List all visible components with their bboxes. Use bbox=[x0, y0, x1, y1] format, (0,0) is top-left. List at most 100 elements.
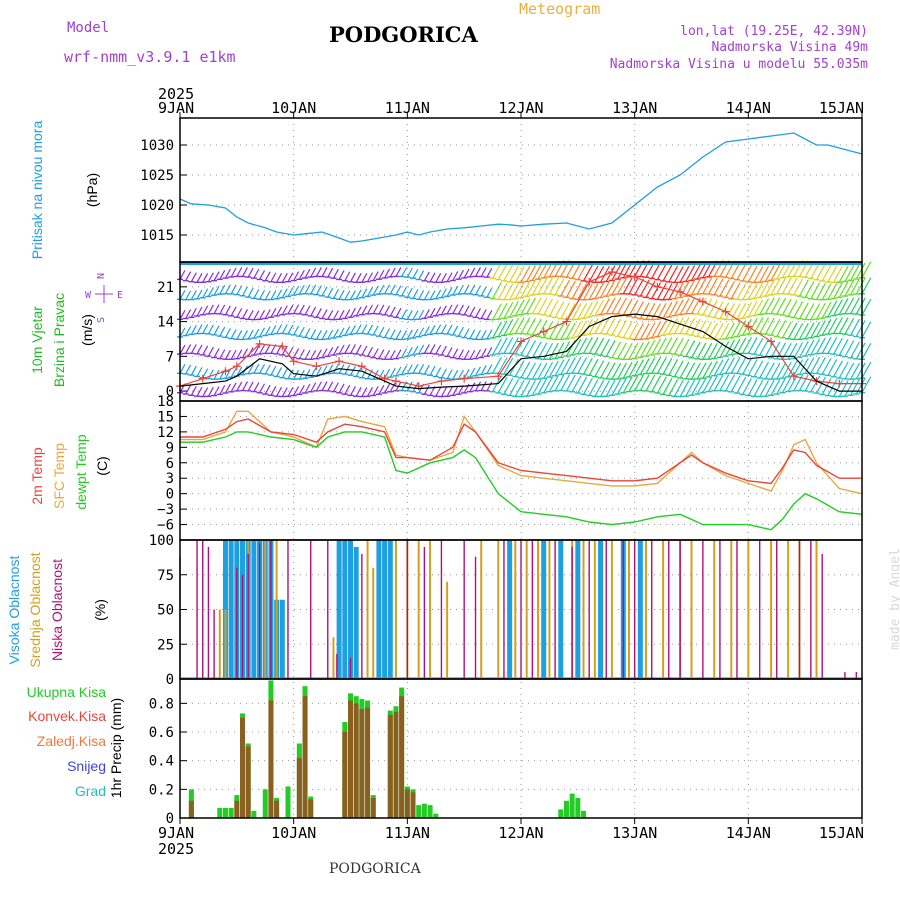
dewpoint-line bbox=[180, 431, 863, 531]
wind-barb bbox=[600, 317, 610, 334]
wind-barb bbox=[435, 273, 442, 283]
total-precip-bar bbox=[421, 803, 427, 818]
wind-barb bbox=[185, 326, 192, 336]
wind-barb bbox=[588, 379, 599, 396]
wind-barb bbox=[855, 262, 866, 280]
wind-barb bbox=[804, 374, 815, 392]
wind-barb bbox=[804, 322, 815, 340]
wind-barb bbox=[190, 385, 197, 396]
low-cloud-bar bbox=[202, 540, 204, 679]
wind-barb bbox=[793, 359, 804, 376]
wind-barb bbox=[770, 264, 781, 281]
wind-barb bbox=[781, 361, 792, 379]
low-cloud-bar bbox=[241, 574, 244, 679]
convective-precip-bar bbox=[274, 800, 280, 818]
precip-legend-item: Ukupna Kisa bbox=[27, 684, 107, 700]
wind-barb bbox=[736, 283, 747, 300]
wind-barb bbox=[634, 359, 644, 376]
wind-barb bbox=[662, 357, 673, 375]
wind-barb bbox=[719, 358, 730, 375]
wind-barb bbox=[833, 337, 843, 355]
wind-barb bbox=[446, 347, 453, 357]
wind-barb bbox=[622, 361, 633, 379]
y-tick-label: −3 bbox=[157, 502, 174, 518]
wind-barb bbox=[537, 277, 548, 295]
wind-barb bbox=[520, 317, 531, 334]
low-cloud-bar bbox=[554, 540, 556, 679]
wind-barb bbox=[628, 277, 639, 295]
wind-barb bbox=[418, 344, 425, 355]
wind-barb bbox=[827, 337, 838, 354]
wind-barb bbox=[816, 357, 826, 374]
wind-barb bbox=[355, 344, 362, 355]
wind-barb bbox=[833, 282, 843, 299]
wind-barb bbox=[554, 342, 565, 359]
wind-barb bbox=[412, 328, 419, 339]
wind-barb bbox=[344, 290, 351, 301]
wind-barb bbox=[509, 337, 519, 354]
wind-barb bbox=[560, 279, 571, 297]
wind-barb bbox=[480, 365, 487, 375]
total-precip-bar bbox=[433, 813, 439, 818]
wind-barb bbox=[548, 360, 559, 378]
wind-barb bbox=[696, 297, 707, 315]
wind-barb bbox=[378, 269, 385, 280]
mid-cloud-bar bbox=[417, 540, 420, 679]
wind-unit-label: (m/s) bbox=[79, 314, 95, 346]
y-tick-label: 0.6 bbox=[149, 725, 174, 741]
wind-barb bbox=[429, 325, 436, 335]
wind-barb bbox=[344, 326, 351, 336]
wind-barb bbox=[395, 308, 402, 318]
wind-barb bbox=[259, 270, 266, 280]
wind-barb bbox=[469, 349, 476, 360]
wind-barb bbox=[679, 298, 690, 315]
wind-barb bbox=[259, 344, 266, 355]
wind-barb bbox=[611, 297, 622, 314]
wind-barb bbox=[492, 282, 502, 299]
wind-barb bbox=[770, 278, 781, 296]
wind-barb bbox=[395, 330, 402, 340]
low-cloud-bar bbox=[633, 540, 636, 679]
wind-barb bbox=[645, 357, 656, 374]
wind-barb bbox=[736, 337, 747, 355]
wind-barb bbox=[850, 341, 860, 359]
wind-barb bbox=[742, 318, 752, 336]
wind-barb bbox=[798, 374, 809, 391]
wind-barb bbox=[469, 284, 476, 295]
x-year-bottom: 2025 bbox=[158, 840, 194, 858]
wind-barb bbox=[850, 278, 860, 296]
y-tick-label: 0.4 bbox=[149, 754, 174, 770]
wind-barb bbox=[247, 310, 254, 320]
gust-marker bbox=[835, 379, 844, 388]
wind-barb bbox=[594, 299, 605, 317]
wind-barb bbox=[759, 281, 770, 298]
low-cloud-bar bbox=[327, 540, 329, 679]
low-cloud-bar bbox=[361, 553, 363, 679]
x-tick-label-top: 12JAN bbox=[498, 99, 543, 117]
wind-barb bbox=[230, 367, 237, 378]
wind-barb bbox=[696, 362, 707, 380]
wind-barb bbox=[361, 272, 368, 283]
convective-precip-bar bbox=[268, 700, 274, 818]
wind-barb bbox=[213, 285, 220, 296]
wind-barb bbox=[293, 285, 300, 296]
wind-barb bbox=[224, 349, 231, 360]
gust-series-line bbox=[179, 271, 862, 387]
wind-barb bbox=[332, 310, 339, 320]
wind-barb bbox=[395, 366, 402, 377]
x-tick-label-top: 11JAN bbox=[385, 99, 430, 117]
wind-barb bbox=[571, 321, 582, 339]
wind-barb bbox=[764, 297, 775, 315]
wind-barb bbox=[264, 384, 271, 395]
wind-barb bbox=[412, 345, 419, 356]
gust-marker bbox=[198, 374, 207, 383]
wind-barb bbox=[844, 297, 855, 315]
wind-barb bbox=[349, 272, 356, 283]
wind-barb bbox=[543, 376, 554, 394]
wind-barb bbox=[452, 271, 459, 281]
wind-barb bbox=[321, 286, 328, 297]
wind-barb bbox=[367, 287, 374, 297]
wind-barb bbox=[577, 263, 588, 280]
gust-marker bbox=[744, 322, 753, 331]
wind-barb bbox=[276, 273, 283, 283]
